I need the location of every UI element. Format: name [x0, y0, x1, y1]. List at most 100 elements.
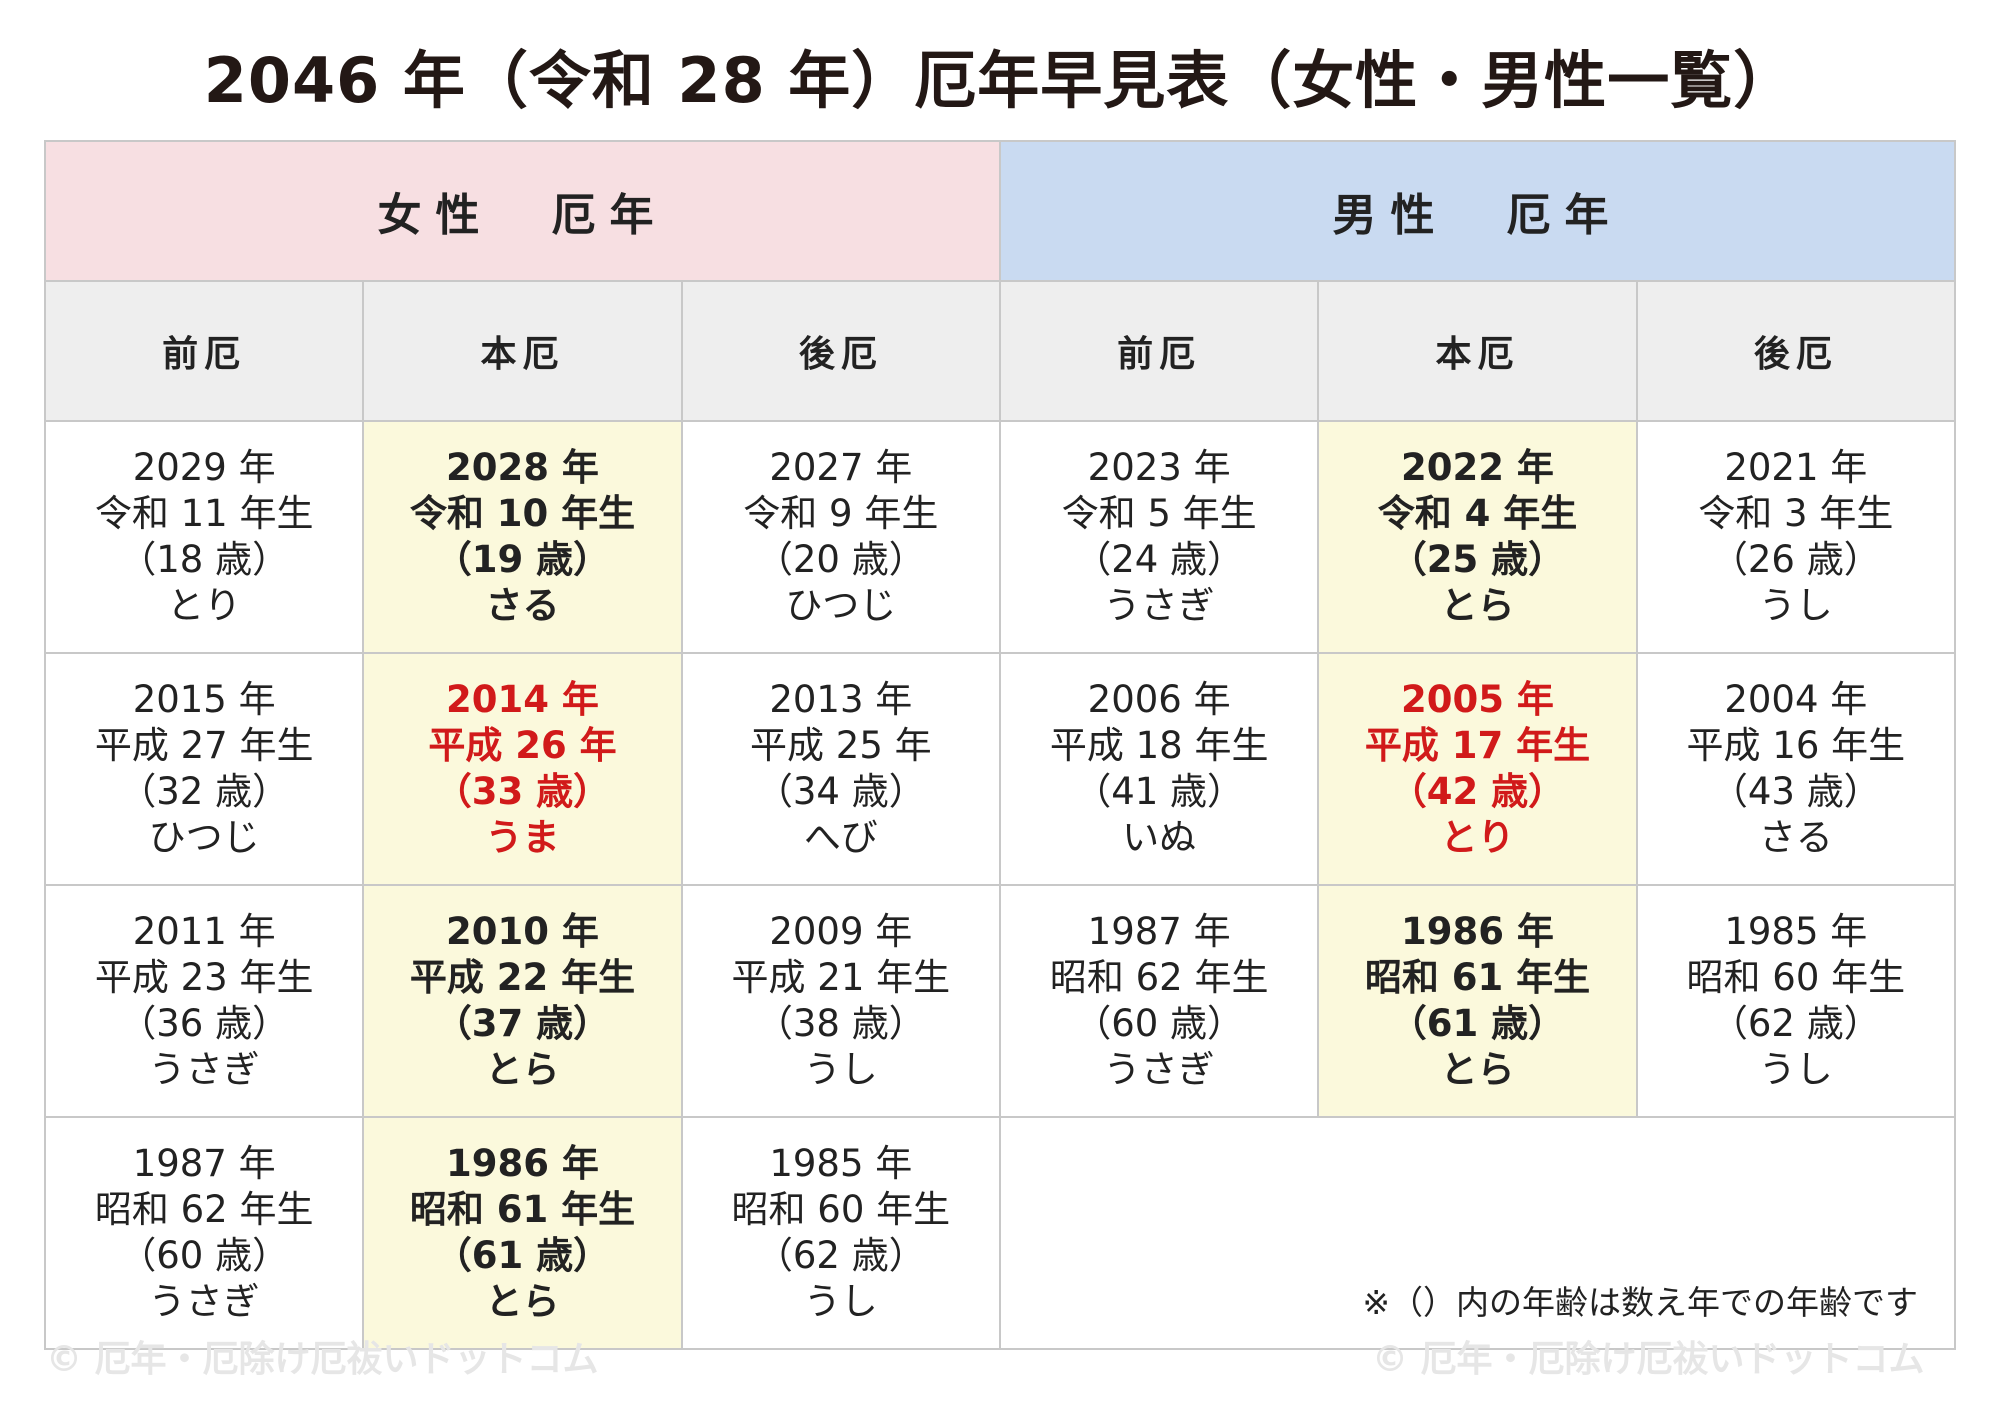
era-year: 令和 11 年生	[94, 492, 314, 535]
age: （24 歳）	[1074, 538, 1245, 581]
note-cell: ※（）内の年齢は数え年での年齢です	[998, 1116, 1957, 1350]
age: （33 歳）	[434, 770, 611, 813]
era-year: 平成 22 年生	[409, 956, 636, 999]
birth-year: 2021 年	[1724, 446, 1868, 489]
birth-year: 1986 年	[446, 1142, 599, 1185]
era-year: 平成 16 年生	[1686, 724, 1906, 767]
table-cell: 2027 年 令和 9 年生 （20 歳） ひつじ	[680, 420, 1001, 654]
age: （43 歳）	[1710, 770, 1881, 813]
age: （38 歳）	[755, 1002, 926, 1045]
birth-year: 2004 年	[1724, 678, 1868, 721]
birth-year: 1987 年	[1087, 910, 1231, 953]
age: （18 歳）	[119, 538, 290, 581]
era-year: 平成 26 年	[428, 724, 617, 767]
era-year: 昭和 60 年生	[731, 1188, 951, 1231]
age: （62 歳）	[755, 1234, 926, 1277]
table-cell: 2029 年 令和 11 年生 （18 歳） とり	[43, 420, 365, 654]
birth-year: 2006 年	[1087, 678, 1231, 721]
era-year: 令和 4 年生	[1377, 492, 1578, 535]
birth-year: 2015 年	[132, 678, 276, 721]
birth-year: 2023 年	[1087, 446, 1231, 489]
age: （34 歳）	[755, 770, 926, 813]
era-year: 平成 18 年生	[1049, 724, 1269, 767]
birth-year: 2011 年	[132, 910, 276, 953]
column-header-row: 前厄 本厄 後厄 前厄 本厄 後厄	[43, 280, 1957, 422]
zodiac: うさぎ	[1103, 584, 1215, 627]
table-cell: 2013 年 平成 25 年 （34 歳） へび	[680, 652, 1001, 886]
age: （61 歳）	[434, 1234, 611, 1277]
table-cell-highlighted: 2014 年 平成 26 年 （33 歳） うま	[362, 652, 683, 886]
table-cell: 2021 年 令和 3 年生 （26 歳） うし	[1635, 420, 1957, 654]
zodiac: とら	[1440, 1048, 1515, 1091]
birth-year: 1987 年	[132, 1142, 276, 1185]
zodiac: とら	[485, 1048, 560, 1091]
age: （37 歳）	[434, 1002, 611, 1045]
zodiac: うし	[1758, 1048, 1833, 1091]
male-atoyaku-header: 後厄	[1635, 280, 1957, 422]
watermark-right: © 厄年・厄除け厄祓いドットコム	[1372, 1339, 1925, 1380]
zodiac: とら	[1440, 584, 1515, 627]
birth-year: 2029 年	[132, 446, 276, 489]
birth-year: 2027 年	[769, 446, 913, 489]
era-year: 昭和 61 年生	[1364, 956, 1591, 999]
era-year: 令和 10 年生	[409, 492, 636, 535]
era-year: 昭和 61 年生	[409, 1188, 636, 1231]
table-row: 1987 年 昭和 62 年生 （60 歳） うさぎ 1986 年 昭和 61 …	[43, 1116, 1957, 1350]
age-note: ※（）内の年齢は数え年での年齢です	[1362, 1283, 1918, 1322]
zodiac: うさぎ	[148, 1280, 260, 1323]
table-cell: 2006 年 平成 18 年生 （41 歳） いぬ	[998, 652, 1320, 886]
table-cell: 2009 年 平成 21 年生 （38 歳） うし	[680, 884, 1001, 1118]
birth-year: 1985 年	[1724, 910, 1868, 953]
male-honyaku-header: 本厄	[1317, 280, 1638, 422]
birth-year: 2005 年	[1401, 678, 1554, 721]
table-cell: 2010 年 平成 22 年生 （37 歳） とら	[362, 884, 683, 1118]
era-year: 平成 17 年生	[1364, 724, 1591, 767]
age: （62 歳）	[1710, 1002, 1881, 1045]
female-atoyaku-header: 後厄	[680, 280, 1001, 422]
zodiac: さる	[1758, 816, 1833, 859]
zodiac: うさぎ	[1103, 1048, 1215, 1091]
female-header: 女性 厄年	[44, 140, 1001, 282]
age: （60 歳）	[1074, 1002, 1245, 1045]
table-cell-highlighted: 2005 年 平成 17 年生 （42 歳） とり	[1317, 652, 1638, 886]
birth-year: 1985 年	[769, 1142, 913, 1185]
birth-year: 1986 年	[1401, 910, 1554, 953]
age: （36 歳）	[119, 1002, 290, 1045]
age: （60 歳）	[119, 1234, 290, 1277]
era-year: 昭和 62 年生	[94, 1188, 314, 1231]
table-cell: 1986 年 昭和 61 年生 （61 歳） とら	[362, 1116, 683, 1350]
age: （42 歳）	[1389, 770, 1566, 813]
table-row: 2029 年 令和 11 年生 （18 歳） とり 2028 年 令和 10 年…	[43, 420, 1957, 654]
table-cell: 2028 年 令和 10 年生 （19 歳） さる	[362, 420, 683, 654]
table-cell: 2023 年 令和 5 年生 （24 歳） うさぎ	[998, 420, 1320, 654]
zodiac: とり	[1440, 816, 1515, 859]
table-cell: 1987 年 昭和 62 年生 （60 歳） うさぎ	[998, 884, 1320, 1118]
era-year: 平成 21 年生	[731, 956, 951, 999]
era-year: 令和 3 年生	[1698, 492, 1894, 535]
watermark-left: © 厄年・厄除け厄祓いドットコム	[46, 1339, 599, 1380]
female-honyaku-header: 本厄	[362, 280, 683, 422]
zodiac: ひつじ	[785, 584, 897, 627]
page-title: 2046 年（令和 28 年）厄年早見表（女性・男性一覧）	[203, 44, 1797, 117]
table-cell: 2011 年 平成 23 年生 （36 歳） うさぎ	[43, 884, 365, 1118]
zodiac: さる	[485, 584, 560, 627]
table-cell: 1986 年 昭和 61 年生 （61 歳） とら	[1317, 884, 1638, 1118]
birth-year: 2022 年	[1401, 446, 1554, 489]
age: （20 歳）	[755, 538, 926, 581]
era-year: 平成 23 年生	[94, 956, 314, 999]
birth-year: 2010 年	[446, 910, 599, 953]
table-cell: 1987 年 昭和 62 年生 （60 歳） うさぎ	[43, 1116, 365, 1350]
zodiac: ひつじ	[148, 816, 260, 859]
table-cell: 1985 年 昭和 60 年生 （62 歳） うし	[680, 1116, 1001, 1350]
age: （61 歳）	[1389, 1002, 1566, 1045]
age: （41 歳）	[1074, 770, 1245, 813]
age: （25 歳）	[1389, 538, 1566, 581]
zodiac: とり	[167, 584, 242, 627]
female-maeyaku-header: 前厄	[43, 280, 365, 422]
zodiac: うし	[803, 1048, 878, 1091]
table-cell: 2004 年 平成 16 年生 （43 歳） さる	[1635, 652, 1957, 886]
zodiac: うし	[1758, 584, 1833, 627]
zodiac: うし	[803, 1280, 878, 1323]
zodiac: うさぎ	[148, 1048, 260, 1091]
era-year: 令和 5 年生	[1061, 492, 1257, 535]
